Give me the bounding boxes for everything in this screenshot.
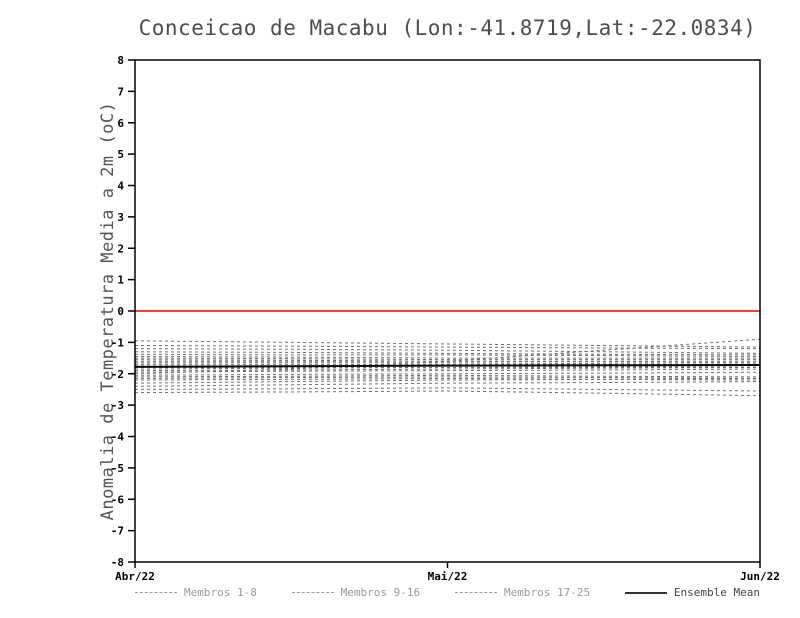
svg-text:-2: -2 <box>111 368 124 381</box>
svg-text:-3: -3 <box>111 399 124 412</box>
legend-item-members-9-16: Membros 9-16 <box>291 586 421 599</box>
svg-text:Mai/22: Mai/22 <box>428 570 468 583</box>
svg-text:4: 4 <box>117 180 124 193</box>
legend-label: Ensemble Mean <box>673 586 760 599</box>
legend-item-members-1-8: Membros 1-8 <box>135 586 257 599</box>
dashed-line-sample-icon <box>454 592 497 593</box>
legend: Membros 1-8 Membros 9-16 Membros 17-25 E… <box>135 586 760 599</box>
dashed-line-sample-icon <box>291 592 334 593</box>
svg-text:-1: -1 <box>111 336 125 349</box>
svg-text:8: 8 <box>117 54 124 67</box>
legend-item-members-17-25: Membros 17-25 <box>454 586 591 599</box>
svg-text:-5: -5 <box>111 462 124 475</box>
dashed-line-sample-icon <box>135 592 177 593</box>
svg-text:2: 2 <box>117 242 124 255</box>
legend-label: Membros 1-8 <box>184 586 257 599</box>
svg-text:Abr/22: Abr/22 <box>115 570 155 583</box>
svg-text:Jun/22: Jun/22 <box>740 570 780 583</box>
svg-text:-7: -7 <box>111 525 124 538</box>
svg-text:-6: -6 <box>111 493 125 506</box>
solid-line-sample-icon <box>624 591 667 594</box>
legend-item-ensemble-mean: Ensemble Mean <box>624 586 760 599</box>
legend-label: Membros 17-25 <box>503 586 591 599</box>
svg-text:-8: -8 <box>111 556 124 569</box>
svg-text:1: 1 <box>117 274 124 287</box>
svg-text:5: 5 <box>117 148 124 161</box>
chart-title: Conceicao de Macabu (Lon:-41.8719,Lat:-2… <box>138 16 757 40</box>
svg-text:3: 3 <box>117 211 124 224</box>
svg-text:0: 0 <box>117 305 124 318</box>
svg-text:6: 6 <box>117 117 124 130</box>
svg-text:-4: -4 <box>111 431 125 444</box>
svg-text:7: 7 <box>117 85 124 98</box>
legend-label: Membros 9-16 <box>340 586 421 599</box>
